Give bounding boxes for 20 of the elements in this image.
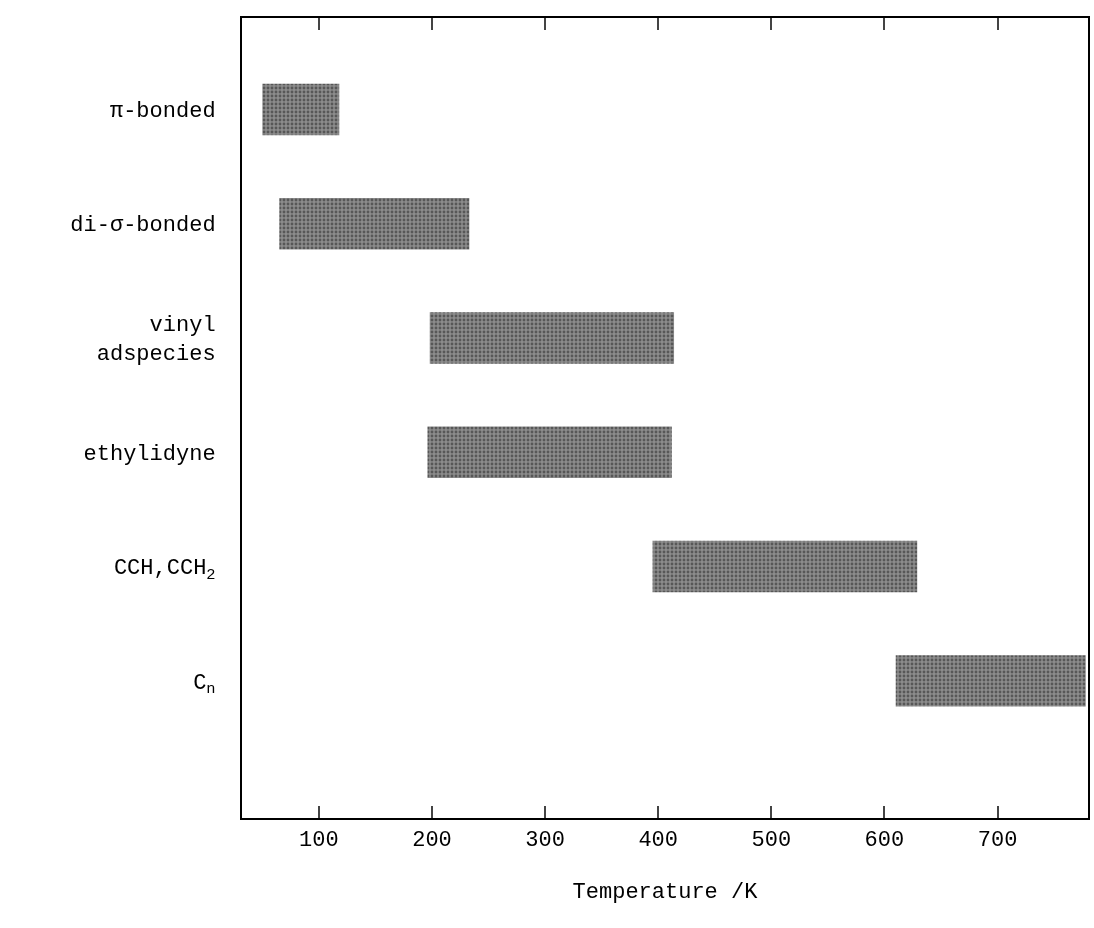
bar	[427, 426, 672, 478]
x-tick-label: 100	[299, 828, 339, 854]
y-tick-label: ethylidyne	[83, 441, 216, 467]
y-tick-label: π-bonded	[109, 99, 216, 125]
bar	[279, 198, 470, 250]
y-tick-label: C$_{n}$	[193, 670, 216, 699]
x-tick-label: 700	[977, 828, 1018, 854]
x-axis-title: Temperature /K	[572, 879, 759, 905]
y-tick-label: di-σ-bonded	[70, 213, 216, 239]
x-tick-label: 400	[638, 828, 679, 854]
bar	[262, 83, 340, 136]
x-tick-label: 500	[751, 828, 792, 854]
y-tick-label: CCH,CCH$_{2}$	[113, 556, 216, 584]
bar	[895, 655, 1086, 707]
bar	[652, 540, 918, 593]
bar	[429, 312, 675, 364]
x-tick-label: 300	[525, 828, 565, 854]
x-tick-label: 200	[412, 828, 452, 854]
y-tick-label: vinyl adspecies	[83, 313, 216, 367]
x-tick-label: 600	[864, 828, 905, 854]
